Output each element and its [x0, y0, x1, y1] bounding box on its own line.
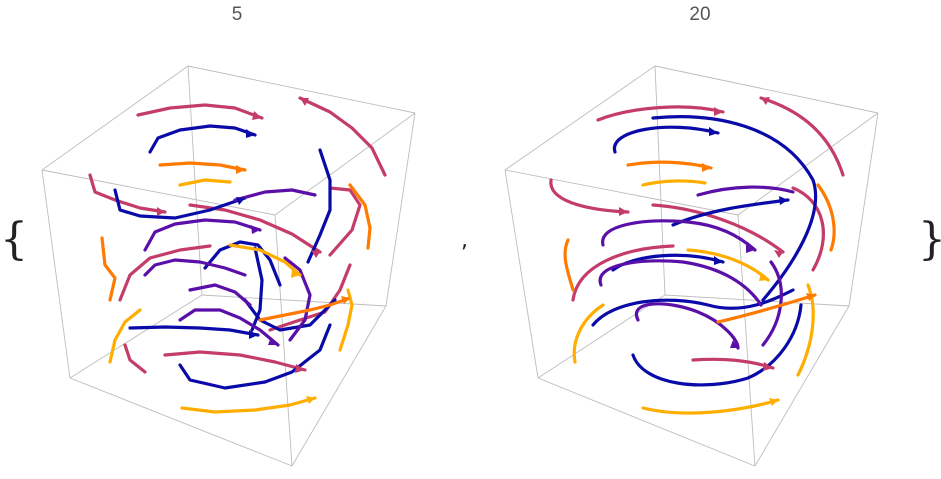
- streamline: [641, 179, 707, 187]
- streamline: [598, 259, 763, 307]
- streamline: [228, 243, 302, 277]
- streamline: [634, 302, 740, 350]
- streamline: [178, 323, 332, 390]
- streamline: [108, 308, 142, 364]
- streamline: [796, 283, 815, 377]
- streamline: [328, 186, 362, 257]
- stream-plot-3d-panel-2: [504, 65, 879, 467]
- streamline: [128, 325, 260, 337]
- streamline: [338, 288, 354, 352]
- streamline: [641, 398, 780, 415]
- streamline: [563, 238, 575, 292]
- streamline: [651, 115, 818, 302]
- streamline: [791, 186, 825, 272]
- streamline: [250, 246, 264, 332]
- streamline: [243, 298, 337, 332]
- list-open-brace: {: [0, 214, 28, 265]
- streamline: [123, 343, 147, 374]
- streamline: [596, 105, 725, 122]
- streamline: [178, 308, 280, 347]
- bounding-box-2: [504, 65, 879, 467]
- streamline: [180, 396, 317, 414]
- streamline: [306, 148, 332, 264]
- streamline: [113, 188, 247, 220]
- streamline: [716, 293, 817, 324]
- streamline: [696, 185, 795, 197]
- streamline: [143, 218, 262, 252]
- streamline: [816, 183, 836, 252]
- streamline: [148, 124, 257, 154]
- streamline: [601, 219, 757, 252]
- streamline: [571, 244, 675, 302]
- panel-2-title: 20: [689, 4, 711, 25]
- streamline: [188, 283, 252, 307]
- streamline: [100, 236, 117, 302]
- streamline: [572, 303, 605, 364]
- streamline: [136, 103, 264, 120]
- list-close-brace: }: [918, 218, 941, 262]
- streamline: [163, 350, 307, 372]
- streamline: [591, 288, 795, 327]
- streamline: [203, 240, 282, 287]
- streamline: [626, 160, 713, 170]
- streamline: [88, 173, 167, 214]
- streamline: [613, 125, 720, 154]
- streamline: [178, 178, 232, 187]
- streamline: [549, 178, 630, 214]
- streamline: [759, 96, 845, 177]
- streamline: [158, 161, 247, 172]
- streamline: [761, 260, 783, 347]
- streamline: [258, 296, 352, 322]
- streamline: [691, 357, 775, 370]
- stream-plot-3d-panel-1: [41, 65, 416, 467]
- streamlines-2: [549, 96, 845, 415]
- streamline: [631, 303, 803, 387]
- list-separator: ,: [461, 228, 468, 253]
- streamline: [143, 258, 247, 277]
- panel-1-title: 5: [231, 4, 243, 25]
- streamline: [118, 244, 212, 302]
- streamline: [283, 256, 312, 342]
- streamline: [348, 183, 372, 250]
- streamline: [233, 188, 317, 202]
- streamline: [298, 96, 387, 177]
- streamline: [651, 203, 785, 254]
- streamlines-1: [88, 96, 387, 414]
